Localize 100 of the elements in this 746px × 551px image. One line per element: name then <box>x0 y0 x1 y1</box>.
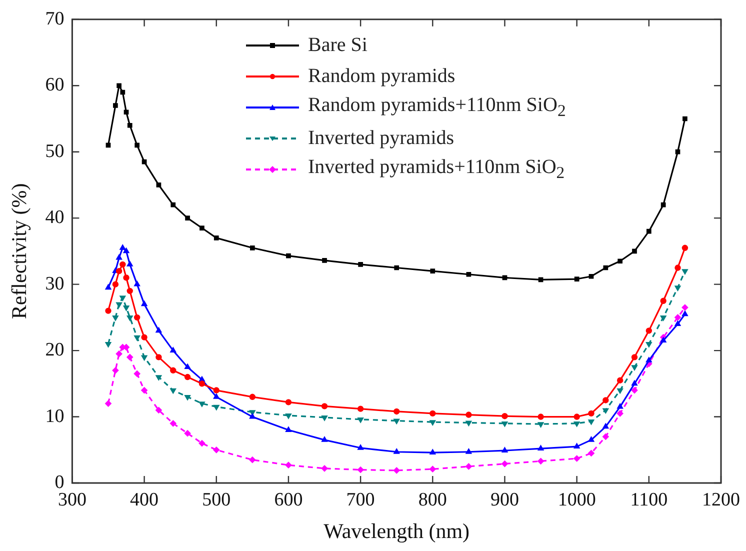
point <box>127 315 133 321</box>
point <box>394 448 400 454</box>
point <box>682 269 688 274</box>
point <box>250 410 256 416</box>
x-tick-label: 800 <box>418 489 447 510</box>
point <box>285 462 292 468</box>
point <box>141 387 148 394</box>
point <box>430 420 436 426</box>
point <box>134 314 140 321</box>
point <box>322 436 328 442</box>
point <box>674 264 681 271</box>
legend-label: Inverted pyramids <box>308 127 454 150</box>
point <box>358 444 364 450</box>
point <box>602 408 608 414</box>
point <box>120 296 126 301</box>
point <box>682 304 688 311</box>
x-tick-label: 600 <box>274 489 303 510</box>
point <box>430 410 436 417</box>
point <box>200 226 204 230</box>
point <box>646 228 652 234</box>
point <box>126 288 133 294</box>
point <box>105 342 112 348</box>
point <box>321 403 328 410</box>
y-axis-title: Reflectivity (%) <box>7 183 32 320</box>
point <box>116 268 122 274</box>
legend-label: Bare Si <box>308 34 368 57</box>
point <box>170 347 176 352</box>
point <box>184 374 191 380</box>
point <box>249 394 256 400</box>
point <box>574 443 580 449</box>
point <box>632 365 638 370</box>
point <box>430 268 436 274</box>
point <box>603 265 608 270</box>
point <box>357 466 364 473</box>
x-tick-label: 700 <box>346 489 375 510</box>
point <box>170 420 176 426</box>
point <box>156 407 162 414</box>
point <box>358 262 363 267</box>
point <box>674 320 681 326</box>
point <box>466 272 472 277</box>
point <box>358 417 364 423</box>
point <box>660 298 666 304</box>
point <box>660 202 666 208</box>
point <box>538 458 544 464</box>
point <box>682 116 688 122</box>
y-tick-label: 40 <box>45 207 64 228</box>
point <box>156 182 162 188</box>
point <box>394 467 400 474</box>
point <box>682 244 688 251</box>
point <box>588 436 594 442</box>
point <box>123 306 130 311</box>
point <box>502 460 508 467</box>
legend-label: Random pyramids <box>308 65 456 88</box>
point <box>286 253 291 258</box>
point <box>502 413 508 420</box>
point <box>185 216 190 221</box>
point <box>113 103 118 108</box>
point <box>105 400 112 407</box>
point <box>106 142 111 148</box>
x-tick-label: 900 <box>490 489 519 510</box>
point <box>184 430 191 436</box>
point <box>631 354 638 360</box>
point <box>631 387 638 394</box>
point <box>394 408 400 415</box>
point <box>538 414 544 420</box>
point <box>632 248 637 254</box>
point <box>198 380 206 387</box>
point <box>184 394 190 400</box>
point <box>674 314 681 321</box>
point <box>574 276 580 282</box>
point <box>502 275 508 280</box>
point <box>588 410 594 417</box>
point <box>286 426 292 432</box>
point <box>170 202 176 208</box>
point <box>588 450 594 456</box>
y-tick-label: 60 <box>45 74 64 96</box>
point <box>156 354 162 360</box>
point <box>502 447 508 452</box>
y-tick-label: 50 <box>45 140 64 162</box>
point <box>322 415 328 421</box>
point <box>660 315 666 321</box>
point <box>674 286 681 291</box>
y-tick-label: 70 <box>45 8 64 30</box>
legend-label: Random pyramids+110nm SiO$_{2}$ <box>308 94 566 121</box>
point <box>124 110 129 115</box>
point <box>675 149 680 154</box>
point <box>141 334 148 340</box>
point <box>430 449 436 454</box>
point <box>112 367 119 374</box>
point <box>616 410 624 417</box>
point <box>126 354 133 360</box>
point <box>285 399 292 406</box>
point <box>394 265 400 270</box>
point <box>127 261 133 266</box>
point <box>112 315 118 321</box>
point <box>466 463 472 470</box>
point <box>134 142 140 148</box>
point <box>120 90 126 95</box>
x-tick-label: 500 <box>202 489 231 510</box>
point <box>214 394 220 399</box>
